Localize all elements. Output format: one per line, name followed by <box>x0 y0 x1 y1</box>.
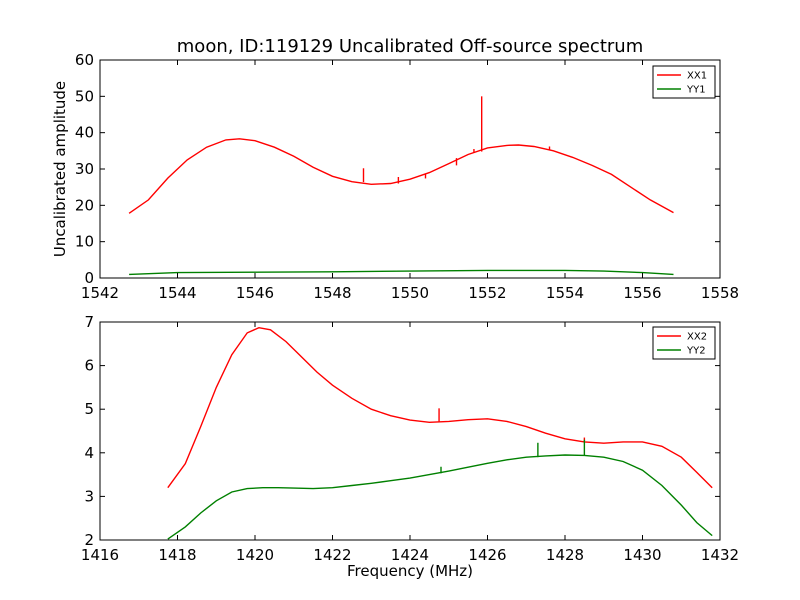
x-axis-label: Frequency (MHz) <box>347 562 473 580</box>
legend-box <box>652 65 716 99</box>
x-tick-label: 1420 <box>236 546 274 564</box>
x-tick-label: 1550 <box>391 284 429 302</box>
top-panel: 1542 1544 1546 1548 1550 1552 1554 1556 1558 0 10 2… <box>75 51 739 302</box>
x-tick-label: 1556 <box>623 284 661 302</box>
x-tick-label: 1430 <box>623 546 661 564</box>
x-tick-label: 1542 <box>81 284 119 302</box>
legend-label-xx1: XX1 <box>687 71 707 82</box>
x-tick-label: 1428 <box>546 546 584 564</box>
x-tick-label: 1432 <box>701 546 739 564</box>
y-tick-label: 4 <box>84 444 94 462</box>
series-line-xx2 <box>167 326 713 489</box>
x-tick-label: 1552 <box>468 284 506 302</box>
y-tick-label: 10 <box>75 233 94 251</box>
y-tick-label: 6 <box>84 357 94 375</box>
y-tick-label: 3 <box>84 487 94 505</box>
legend-label-yy2: YY2 <box>686 346 706 357</box>
bottom-panel: 1416 1418 1420 1422 1424 1426 1428 1430 1432 2 3 4 5… <box>81 313 739 564</box>
series-line-yy1 <box>129 269 674 276</box>
y-tick-label: 0 <box>84 269 94 287</box>
y-tick-label: 7 <box>84 313 94 331</box>
x-tick-label: 1544 <box>158 284 196 302</box>
y-tick-label: 50 <box>75 87 94 105</box>
x-tick-label: 1424 <box>391 546 429 564</box>
x-tick-label: 1558 <box>701 284 739 302</box>
legend-label-xx2: XX2 <box>687 332 707 343</box>
y-tick-label: 40 <box>75 124 94 142</box>
x-tick-label: 1426 <box>468 546 506 564</box>
y-tick-label: 2 <box>84 531 94 549</box>
x-tick-label: 1416 <box>81 546 119 564</box>
x-tick-label: 1418 <box>158 546 196 564</box>
y-axis-label: Uncalibrated amplitude <box>51 81 69 257</box>
x-tick-label: 1422 <box>313 546 351 564</box>
series-line-xx1 <box>128 138 674 214</box>
figure-title: moon, ID:119129 Uncalibrated Off-source … <box>177 36 643 57</box>
x-tick-label: 1548 <box>313 284 351 302</box>
x-tick-label: 1554 <box>546 284 584 302</box>
legend-label-yy1: YY1 <box>686 85 706 96</box>
legend-box <box>652 326 716 360</box>
plot-frame <box>99 321 721 541</box>
y-tick-label: 30 <box>75 160 94 178</box>
y-tick-label: 5 <box>84 400 94 418</box>
x-tick-label: 1546 <box>236 284 274 302</box>
y-tick-label: 60 <box>75 51 94 69</box>
y-tick-label: 20 <box>75 196 94 214</box>
series-line-yy2 <box>167 454 713 540</box>
plot-frame <box>99 59 721 279</box>
